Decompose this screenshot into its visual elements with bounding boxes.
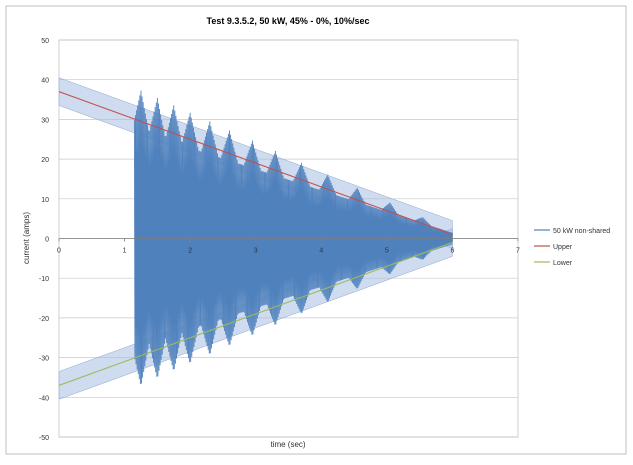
y-tick-label-7: -20	[39, 316, 49, 323]
x-tick-label-4: 4	[319, 248, 323, 255]
x-tick-label-1: 1	[123, 248, 127, 255]
x-tick-label-7: 7	[516, 248, 520, 255]
legend-item-50kw-non-shared-label: 50 kW non-shared	[553, 228, 610, 235]
axis-layer: 50 40 30 20 10 0 -10 -20 -30 -40 -50 0 1 2 3 4 5 6 7	[39, 38, 520, 442]
series-upper-line	[58, 91, 453, 236]
y-tick-label-6: -10	[39, 276, 49, 283]
line-layer	[58, 91, 453, 386]
y-tick-label-9: -40	[39, 395, 49, 402]
y-tick-label-0: 50	[41, 38, 49, 45]
y-tick-label-3: 20	[41, 157, 49, 164]
y-tick-label-4: 10	[41, 197, 49, 204]
chart-title: Test 9.3.5.2, 50 kW, 45% - 0%, 10%/sec	[207, 16, 370, 26]
y-tick-label-1: 40	[41, 78, 49, 85]
x-tick-label-3: 3	[254, 248, 258, 255]
x-tick-label-2: 2	[188, 248, 192, 255]
legend-item-upper-label: Upper	[553, 244, 573, 251]
legend-item-lower-label: Lower	[553, 260, 573, 267]
y-axis-label: current (amps)	[22, 212, 31, 264]
y-tick-label-2: 30	[41, 117, 49, 124]
x-tick-label-5: 5	[385, 248, 389, 255]
legend: 50 kW non-shared Upper Lower	[534, 228, 610, 267]
y-tick-label-5: 0	[45, 237, 49, 244]
series-lower-line	[58, 241, 453, 386]
x-tick-label-6: 6	[450, 248, 454, 255]
x-tick-label-0: 0	[57, 248, 61, 255]
y-tick-label-10: -50	[39, 435, 49, 442]
y-tick-label-8: -30	[39, 356, 49, 363]
x-axis-label: time (sec)	[270, 440, 305, 449]
